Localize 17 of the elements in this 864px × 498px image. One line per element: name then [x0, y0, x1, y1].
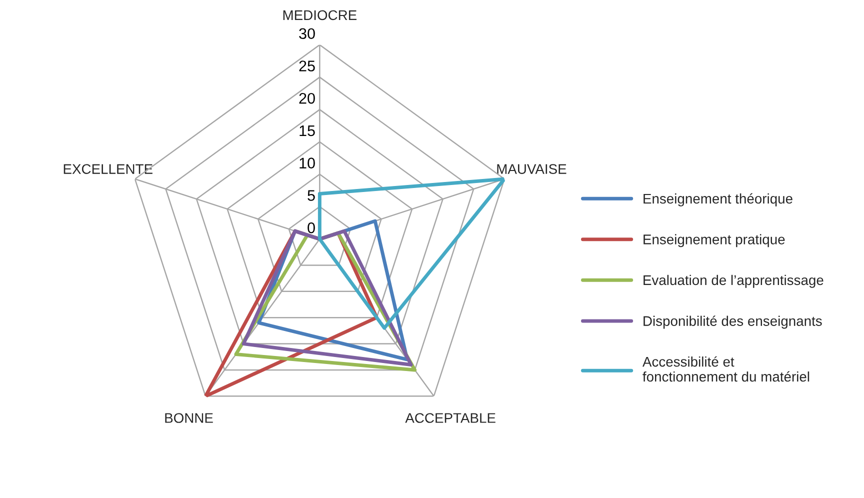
- legend-label: Accessibilité et fonctionnement du matériel: [642, 356, 810, 382]
- y-tick-label: 15: [300, 125, 315, 136]
- y-tick-label: 10: [300, 158, 315, 168]
- y-tick-label: 5: [308, 190, 315, 201]
- legend-label: Disponibilité des enseignants: [644, 316, 822, 329]
- y-tick-label: 0: [308, 222, 315, 234]
- legend-label: Enseignement pratique: [644, 234, 785, 248]
- spoke-label: EXCELLENTE: [64, 164, 152, 174]
- spoke-label: BONNE: [165, 413, 213, 423]
- y-tick-label: 30: [299, 28, 315, 40]
- legend-label: Evaluation de l’apprentissage: [644, 274, 824, 288]
- y-tick-label: 25: [299, 60, 315, 72]
- spoke-label: MEDIOCRE: [283, 10, 357, 20]
- spoke-label: MAUVAISE: [497, 164, 566, 174]
- spoke-label: ACCEPTABLE: [405, 413, 496, 423]
- legend-label: Enseignement théorique: [644, 193, 792, 206]
- y-tick-label: 20: [299, 92, 315, 104]
